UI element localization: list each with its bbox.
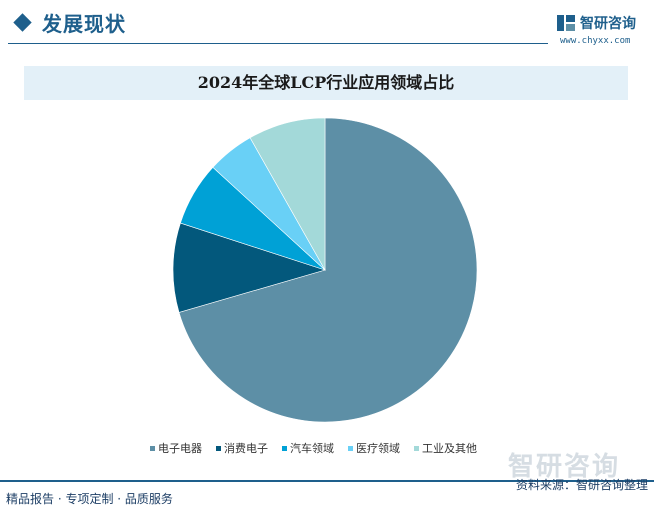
chart-title: 2024年全球LCP行业应用领域占比	[197, 73, 455, 92]
legend-swatch	[216, 445, 221, 451]
pie-slice-0	[178, 117, 478, 423]
watermark-text: 智研咨询	[508, 452, 621, 482]
legend-swatch	[150, 445, 155, 451]
legend-swatch	[348, 445, 353, 451]
legend-label: 消费电子	[224, 442, 268, 455]
footer-divider	[0, 480, 654, 482]
footer-slogan: 精品报告 · 专项定制 · 品质服务	[6, 492, 173, 506]
legend-label: 工业及其他	[422, 442, 477, 455]
footer-source: 资料来源：智研咨询整理	[515, 478, 648, 492]
legend-item-0: 电子电器	[150, 440, 202, 456]
pie-slice-4	[249, 117, 326, 272]
legend-swatch	[282, 445, 287, 451]
section-title: 发展现状	[42, 12, 126, 36]
brand-url: www.chyxx.com	[560, 36, 631, 46]
header: 发展现状 智研咨询 www.chyxx.com	[0, 0, 654, 46]
legend-label: 医疗领域	[356, 442, 400, 455]
brand-logo-icon	[557, 15, 575, 31]
chart-title-band: 2024年全球LCP行业应用领域占比	[24, 66, 628, 100]
legend-item-3: 医疗领域	[348, 440, 400, 456]
legend-label: 电子电器	[158, 442, 202, 455]
chart-legend: 电子电器 消费电子 汽车领域 医疗领域 工业及其他	[150, 440, 510, 456]
legend-item-1: 消费电子	[216, 440, 268, 456]
legend-item-2: 汽车领域	[282, 440, 334, 456]
legend-swatch	[414, 445, 419, 451]
legend-item-4: 工业及其他	[414, 440, 477, 456]
pie-slice-1	[172, 222, 327, 313]
brand-name: 智研咨询	[580, 16, 636, 32]
legend-label: 汽车领域	[290, 442, 334, 455]
header-divider	[8, 43, 548, 44]
